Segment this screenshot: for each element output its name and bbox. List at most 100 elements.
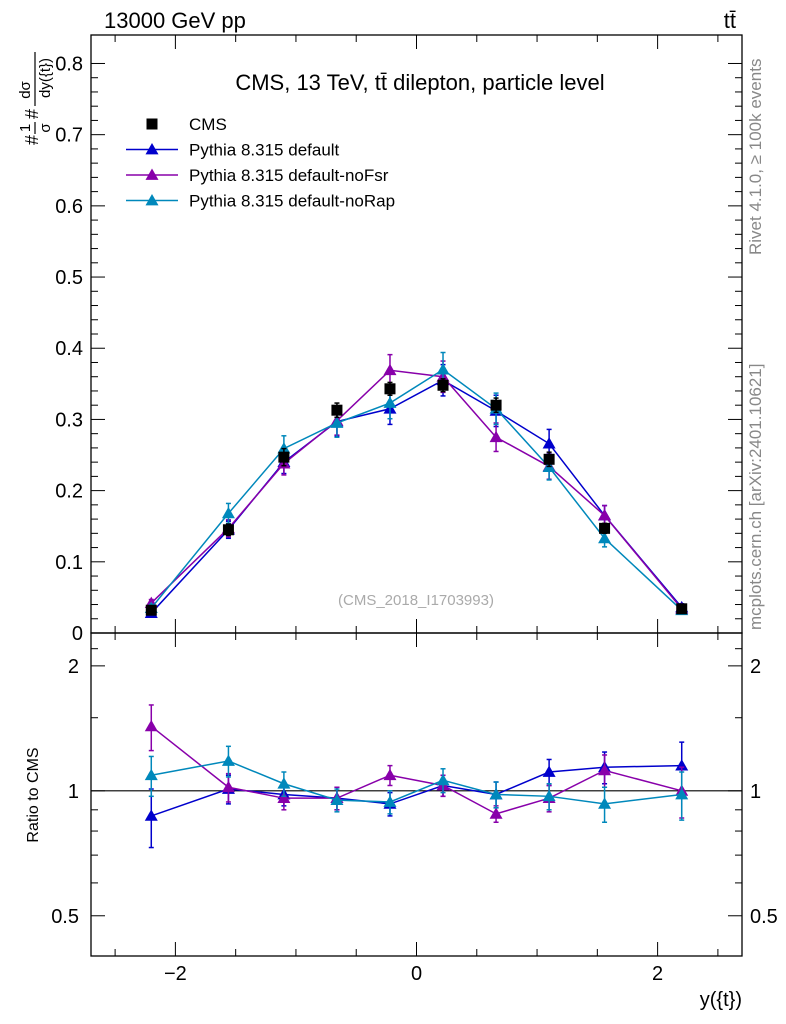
- ratio-series-pythia-8-315-default: [144, 741, 689, 849]
- legend-label-pythia-8-315-default: Pythia 8.315 default: [189, 141, 340, 160]
- rivet-version-label: Rivet 4.1.0, ≥ 100k events: [746, 59, 765, 255]
- analysis-watermark: (CMS_2018_I1703993): [338, 592, 494, 609]
- svg-text:1: 1: [17, 124, 34, 132]
- ratio-point-pythia-8-315-default: [675, 759, 689, 771]
- ratio-point-pythia-8-315-default-norap: [277, 777, 291, 789]
- data-point-pythia-8-315-default-norap: [221, 506, 235, 519]
- data-point-pythia-8-315-default-norap: [436, 363, 450, 375]
- svg-text:#: #: [22, 135, 42, 145]
- data-point-pythia-8-315-default-norap: [277, 442, 291, 454]
- data-point-pythia-8-315-default-norap: [383, 396, 397, 408]
- x-tick-label: −2: [164, 963, 187, 985]
- ratio-plot-panel: 0.5 0.5 1 1 2 2 −2 0 2 Ratio to CMS y({t}): [25, 632, 778, 1011]
- ratio-point-pythia-8-315-default-norap: [436, 773, 450, 786]
- main-y-tick-label: 0: [72, 623, 83, 645]
- x-axis-label: y({t}): [700, 989, 742, 1011]
- ratio-point-pythia-8-315-default-nofsr: [144, 719, 158, 732]
- data-point-pythia-8-315-default-nofsr: [489, 430, 503, 443]
- legend-marker-pythia-8-315-default-nofsr: [145, 168, 159, 180]
- ratio-point-pythia-8-315-default-norap: [542, 789, 556, 802]
- ratio-y-tick-label: 2: [68, 656, 79, 678]
- ratio-line-pythia-8-315-default-nofsr: [150, 725, 682, 815]
- chart-title: CMS, 13 TeV, tt̄ dilepton, particle leve…: [235, 70, 604, 95]
- ratio-point-pythia-8-315-default-nofsr: [277, 791, 291, 804]
- legend-marker-pythia-8-315-default: [145, 143, 159, 155]
- data-point-cms: [145, 604, 157, 616]
- ratio-point-pythia-8-315-default-nofsr: [598, 763, 612, 776]
- x-tick-label: 2: [652, 963, 663, 985]
- ratio-point-pythia-8-315-default-norap: [598, 797, 612, 809]
- ratio-point-pythia-8-315-default-norap: [675, 787, 689, 800]
- main-y-tick-label: 0.4: [55, 338, 83, 360]
- series-line-pythia-8-315-default-norap: [150, 368, 683, 611]
- process-label: tt̄: [724, 8, 736, 33]
- main-y-tick-label: 0.2: [55, 481, 83, 503]
- ratio-point-pythia-8-315-default-nofsr: [221, 780, 235, 793]
- beam-label: 13000 GeV pp: [104, 8, 246, 33]
- legend-entry-pythia-8-315-default: Pythia 8.315 default: [126, 141, 340, 160]
- data-point-pythia-8-315-default: [542, 437, 556, 449]
- ratio-point-pythia-8-315-default: [542, 765, 556, 777]
- main-axes: 0 0.1 0.2 0.3 0.4 0.5 0.6 0.7 0.8: [55, 35, 742, 645]
- ratio-series: [144, 704, 689, 849]
- legend-entry-cms: CMS: [146, 115, 227, 134]
- ratio-point-pythia-8-315-default-nofsr: [489, 807, 503, 819]
- x-tick-label: 0: [411, 963, 422, 985]
- data-point-cms: [222, 524, 234, 536]
- ratio-point-pythia-8-315-default-norap: [221, 754, 235, 766]
- main-y-tick-label: 0.1: [55, 552, 83, 574]
- ratio-y-tick-label: 0.5: [51, 906, 79, 928]
- ratio-axes: 0.5 0.5 1 1 2 2 −2 0 2: [51, 633, 778, 985]
- series-pythia-8-315-default-norap: [144, 351, 689, 616]
- ratio-y-axis-label: Ratio to CMS: [25, 747, 42, 842]
- legend-marker-pythia-8-315-default-norap: [145, 194, 159, 206]
- main-y-tick-label: 0.7: [55, 125, 83, 147]
- data-point-cms: [490, 399, 502, 411]
- svg-text:#: #: [22, 109, 42, 119]
- ratio-point-pythia-8-315-default-norap: [489, 787, 503, 800]
- ratio-line-pythia-8-315-default-norap: [151, 760, 682, 805]
- series-pythia-8-315-default: [144, 363, 689, 618]
- data-point-pythia-8-315-default-norap: [330, 416, 344, 428]
- legend-label-pythia-8-315-default-nofsr: Pythia 8.315 default-noFsr: [189, 166, 389, 185]
- data-point-cms: [331, 404, 343, 416]
- legend: CMS Pythia 8.315 default Pythia 8.315 defa…: [126, 115, 395, 211]
- legend-label-cms: CMS: [189, 115, 227, 134]
- legend-entry-pythia-8-315-default-norap: Pythia 8.315 default-noRap: [126, 192, 395, 211]
- ratio-point-pythia-8-315-default-norap: [383, 795, 397, 807]
- ratio-series-pythia-8-315-default-norap: [144, 745, 689, 824]
- data-point-cms: [543, 453, 555, 465]
- ratio-y-tick-label-right: 1: [750, 781, 761, 803]
- data-point-cms: [278, 451, 290, 463]
- data-point-cms: [384, 383, 396, 395]
- data-point-pythia-8-315-default-nofsr: [598, 509, 612, 521]
- main-y-tick-label: 0.6: [55, 196, 83, 218]
- mcplots-source-label: mcplots.cern.ch [arXiv:2401.10621]: [746, 364, 765, 630]
- ratio-y-tick-label-right: 0.5: [750, 906, 778, 928]
- ratio-point-pythia-8-315-default-nofsr: [383, 768, 397, 781]
- legend-entry-pythia-8-315-default-nofsr: Pythia 8.315 default-noFsr: [126, 166, 389, 185]
- series-line-pythia-8-315-default: [150, 379, 683, 614]
- ratio-point-pythia-8-315-default-norap: [144, 768, 158, 781]
- svg-text:σ: σ: [37, 123, 54, 133]
- main-y-tick-label: 0.3: [55, 409, 83, 431]
- main-series: [144, 351, 689, 618]
- main-plot-panel: 0 0.1 0.2 0.3 0.4 0.5 0.6 0.7 0.8 CMS, 13 TeV, t…: [17, 34, 743, 645]
- main-y-tick-label: 0.5: [55, 267, 83, 289]
- ratio-point-pythia-8-315-default-norap: [330, 793, 344, 805]
- series-cms: [145, 378, 688, 616]
- legend-marker-cms: [146, 118, 158, 130]
- series-pythia-8-315-default-nofsr: [144, 353, 689, 614]
- main-y-axis-label: # 1 σ # dσ dy({t}): [17, 52, 54, 145]
- series-line-pythia-8-315-default-nofsr: [150, 369, 683, 610]
- data-point-cms: [437, 379, 449, 391]
- data-point-pythia-8-315-default-nofsr: [383, 363, 397, 376]
- data-point-cms: [676, 603, 688, 615]
- ratio-point-pythia-8-315-default: [144, 809, 158, 821]
- ratio-y-tick-label: 1: [68, 781, 79, 803]
- data-point-pythia-8-315-default-norap: [598, 531, 612, 544]
- ratio-y-tick-label-right: 2: [750, 656, 761, 678]
- data-point-cms: [599, 522, 611, 534]
- main-y-tick-label: 0.8: [55, 53, 83, 75]
